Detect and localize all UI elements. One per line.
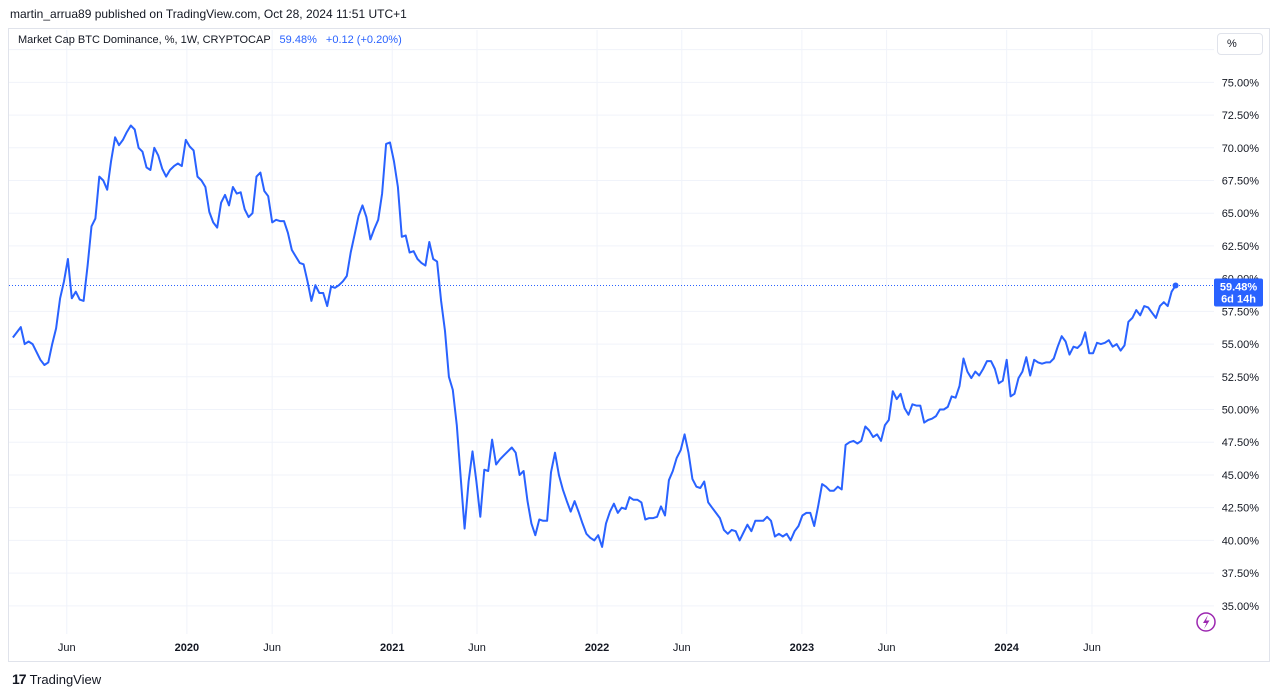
y-tick-label: 65.00% (1222, 208, 1260, 220)
y-tick-label: 55.00% (1222, 339, 1260, 351)
last-point (1172, 282, 1179, 289)
scale-mode-button[interactable]: % (1217, 33, 1263, 55)
y-tick-label: 45.00% (1222, 470, 1260, 482)
x-tick-label: 2021 (380, 642, 404, 654)
y-tick-label: 62.50% (1222, 241, 1260, 253)
x-axis-labels: Jun 2020 Jun 2021 Jun 2022 Jun 2023 Jun 2024 Jun (58, 642, 1101, 654)
y-tick-label: 35.00% (1222, 601, 1260, 613)
y-tick-label: 67.50% (1222, 176, 1260, 188)
y-tick-label: 37.50% (1222, 568, 1260, 580)
x-tick-label: Jun (673, 642, 691, 654)
x-tick-label: Jun (263, 642, 281, 654)
footer-brand[interactable]: 17 TradingView (12, 671, 101, 687)
x-tick-label: 2023 (790, 642, 814, 654)
y-tick-label: 57.50% (1222, 306, 1260, 318)
footer-brand-label: TradingView (29, 671, 102, 687)
x-tick-label: Jun (468, 642, 486, 654)
price-tag: 59.48% 6d 14h (1214, 278, 1263, 307)
legend-value: 59.48% (279, 34, 317, 46)
y-tick-label: 72.50% (1222, 110, 1260, 122)
x-tick-label: 2024 (994, 642, 1019, 654)
tradingview-logo-icon: 17 (12, 671, 27, 687)
y-tick-label: 47.50% (1222, 437, 1260, 449)
chart-frame (8, 28, 1270, 662)
x-tick-label: Jun (1083, 642, 1101, 654)
x-tick-label: 2022 (585, 642, 609, 654)
x-tick-label: 2020 (175, 642, 199, 654)
y-tick-label: 70.00% (1222, 143, 1260, 155)
price-tag-value: 59.48% (1220, 281, 1258, 293)
price-tag-countdown: 6d 14h (1221, 293, 1256, 305)
y-axis-labels: 35.00% 37.50% 40.00% 42.50% 45.00% 47.50% 50.0… (1222, 45, 1260, 613)
grid-lines (9, 30, 1214, 634)
y-tick-label: 75.00% (1222, 77, 1260, 89)
y-tick-label: 40.00% (1222, 535, 1260, 547)
y-tick-label: 52.50% (1222, 372, 1260, 384)
lightning-icon[interactable] (1196, 612, 1216, 632)
legend: Market Cap BTC Dominance, %, 1W, CRYPTOC… (18, 34, 402, 46)
legend-change: +0.12 (+0.20%) (325, 34, 402, 46)
publisher-info: martin_arrua89 published on TradingView.… (10, 7, 407, 21)
y-tick-label: 42.50% (1222, 503, 1260, 515)
y-tick-label: 50.00% (1222, 405, 1260, 417)
x-tick-label: Jun (58, 642, 76, 654)
x-tick-label: Jun (878, 642, 896, 654)
legend-symbol: Market Cap BTC Dominance, %, 1W, CRYPTOC… (18, 34, 271, 46)
dominance-line (12, 124, 1177, 548)
